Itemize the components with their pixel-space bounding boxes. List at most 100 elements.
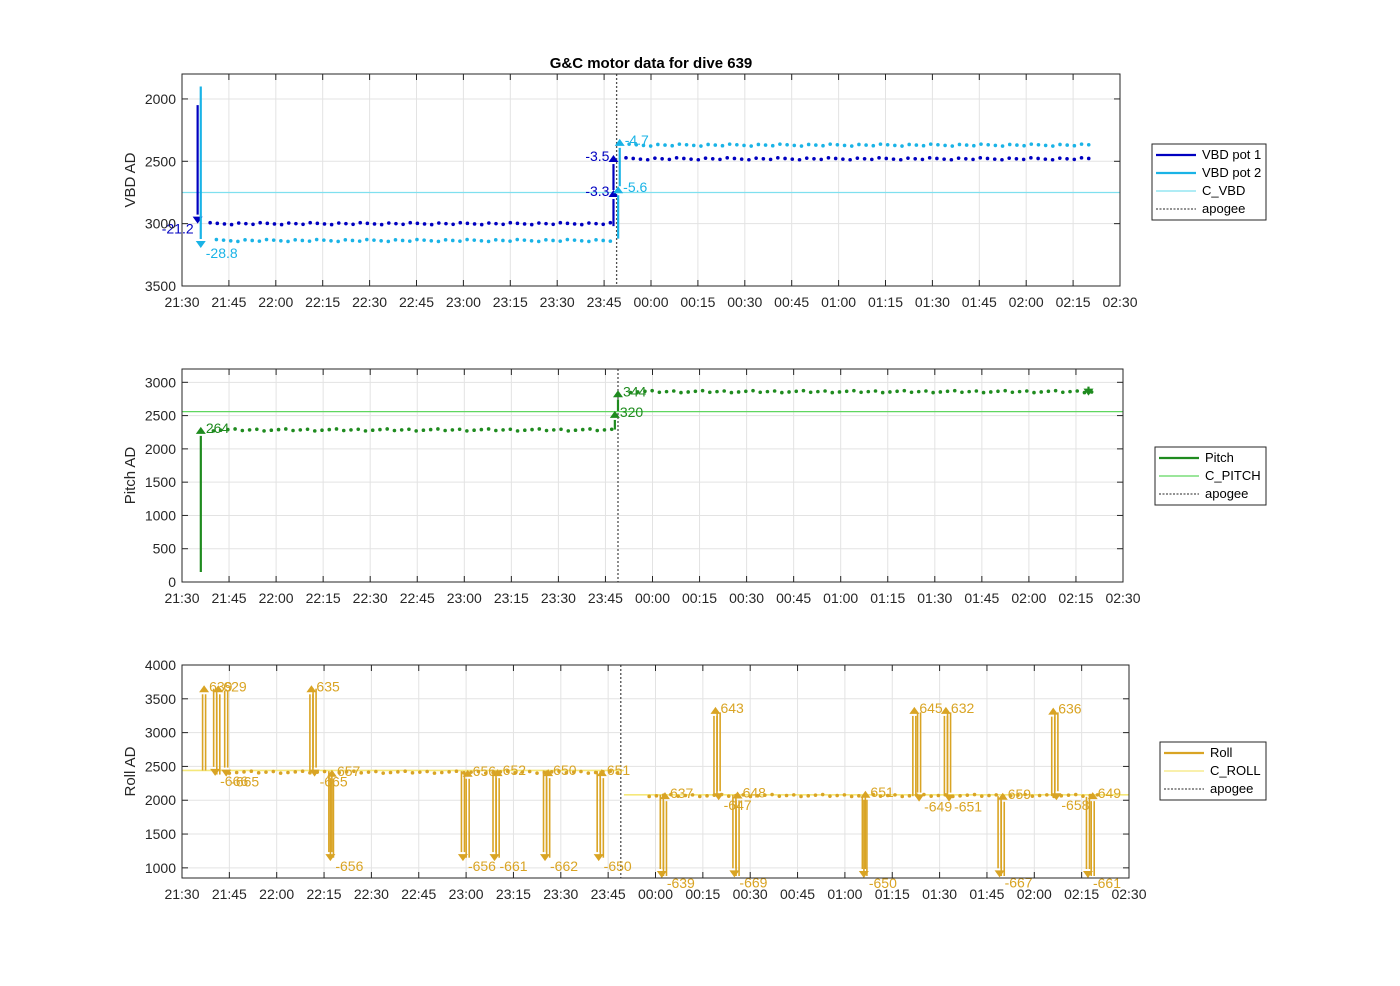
data-point <box>329 222 334 227</box>
data-point <box>250 238 255 243</box>
data-point <box>450 238 455 243</box>
data-point <box>1046 389 1051 394</box>
data-point <box>415 237 419 242</box>
data-point <box>981 390 986 395</box>
x-tick-label: 22:30 <box>352 294 387 310</box>
data-point <box>965 793 970 797</box>
data-point <box>654 794 659 798</box>
data-point <box>797 157 802 162</box>
data-point <box>536 239 541 244</box>
x-tick-label: 23:15 <box>496 886 531 902</box>
data-point <box>236 239 240 244</box>
data-point <box>828 142 832 146</box>
data-point <box>979 794 984 798</box>
data-point <box>479 239 484 243</box>
y-tick-label: 3500 <box>145 278 176 294</box>
data-point <box>256 771 261 775</box>
arrow-label: -665 <box>231 774 259 790</box>
x-tick-label: 23:00 <box>446 294 481 310</box>
data-point <box>785 142 789 147</box>
data-point <box>305 427 310 432</box>
data-point <box>862 157 867 161</box>
data-point <box>768 157 773 162</box>
data-point <box>472 238 477 242</box>
data-point <box>229 222 234 227</box>
data-point <box>783 156 787 161</box>
data-point <box>761 157 766 161</box>
y-tick-label: 3000 <box>145 216 176 232</box>
data-point <box>249 769 254 774</box>
data-point <box>294 221 298 226</box>
data-point <box>707 390 712 395</box>
data-point <box>608 220 613 225</box>
data-point <box>763 143 768 147</box>
data-point <box>1039 390 1044 394</box>
data-point <box>1082 390 1087 395</box>
data-point <box>388 770 393 775</box>
data-point <box>279 222 284 227</box>
data-point <box>820 792 825 797</box>
arrow-head <box>213 685 224 693</box>
data-point <box>374 769 378 774</box>
y-tick-label: 1500 <box>145 474 176 490</box>
data-point <box>677 142 682 146</box>
data-point <box>298 428 303 432</box>
data-point <box>907 142 911 147</box>
x-tick-label: 00:00 <box>635 590 670 606</box>
arrow-head <box>462 769 473 777</box>
data-point <box>336 221 341 225</box>
data-point <box>508 220 513 225</box>
data-point <box>234 770 239 775</box>
x-tick-label: 02:15 <box>1064 886 1099 902</box>
data-point <box>699 144 703 148</box>
data-point <box>414 429 418 433</box>
data-point <box>1008 794 1013 798</box>
data-point <box>565 237 570 242</box>
data-point <box>777 794 782 798</box>
x-tick-label: 23:15 <box>494 590 529 606</box>
data-point <box>1075 389 1080 393</box>
y-tick-label: 2500 <box>145 758 176 774</box>
data-point <box>565 221 570 226</box>
data-point <box>931 390 935 395</box>
data-point <box>656 142 660 147</box>
data-point <box>900 144 904 148</box>
x-tick-label: 02:30 <box>1105 590 1140 606</box>
data-point <box>579 222 584 227</box>
data-point <box>895 389 899 394</box>
data-point <box>451 222 455 227</box>
arrow-head <box>221 769 232 777</box>
legend-label: C_VBD <box>1202 183 1245 198</box>
data-point <box>359 771 364 775</box>
data-point <box>276 427 281 432</box>
data-point <box>648 144 653 148</box>
data-point <box>1050 157 1055 162</box>
data-point <box>505 769 510 774</box>
data-point <box>407 427 411 432</box>
data-point <box>211 429 216 433</box>
data-point <box>1030 794 1035 798</box>
x-tick-label: 01:45 <box>962 294 997 310</box>
data-point <box>483 771 488 775</box>
legend-label: Pitch <box>1205 450 1234 465</box>
x-tick-label: 00:30 <box>727 294 762 310</box>
data-point <box>669 792 673 797</box>
data-point <box>938 390 943 394</box>
arrows: -21.2 -28.8 -3.3 -3.5 -5.6 -4.7 <box>162 86 649 261</box>
data-point <box>1010 390 1015 395</box>
data-point <box>1007 156 1011 160</box>
data-point <box>1068 389 1072 394</box>
y-axis-label: Pitch AD <box>122 447 139 505</box>
data-point <box>573 428 578 433</box>
data-point <box>710 157 715 161</box>
y-axis-label: VBD AD <box>122 152 139 207</box>
data-point <box>242 770 246 774</box>
data-point <box>587 239 591 244</box>
data-point <box>378 427 382 432</box>
data-point <box>871 143 876 148</box>
x-tick-label: 02:15 <box>1058 590 1093 606</box>
data-point <box>684 142 689 147</box>
data-point <box>736 390 741 394</box>
data-point <box>1053 388 1058 393</box>
data-point <box>691 143 696 148</box>
